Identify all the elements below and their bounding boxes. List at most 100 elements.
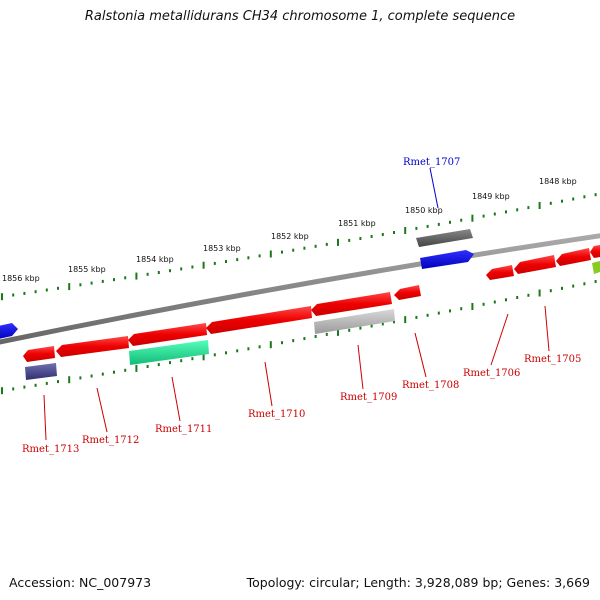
upper-ruler-tick [493,212,496,216]
lower-ruler-tick [314,335,317,338]
ruler-label-1851: 1851 kbp [338,219,376,228]
upper-ruler-tick [583,195,586,199]
feature-green-edge-right[interactable] [592,261,600,274]
lower-ruler-tick [381,322,384,326]
upper-ruler-tick [393,231,395,234]
upper-ruler-tick [314,244,317,248]
ruler-label-1848: 1848 kbp [539,177,577,186]
upper-ruler-tick [258,254,261,258]
lower-ruler-tick [90,374,93,378]
feature-rmet-1712[interactable] [56,336,129,357]
feature-green-box[interactable] [129,340,209,365]
lower-ruler-tick [236,349,239,353]
upper-ruler-tick [426,224,429,228]
lower-ruler-tick [325,332,328,336]
upper-ruler-tick [236,258,239,262]
feature-blue-arrow-left[interactable] [0,323,18,339]
lower-ruler-tick [505,298,507,302]
feature-rmet-1710[interactable] [206,306,312,334]
lower-ruler-tick [538,289,541,297]
feature-rmet-1704[interactable] [556,248,591,266]
feature-rmet-1707-upper-gray[interactable] [416,229,473,247]
gene-label-rmet-1706[interactable]: Rmet_1706 [463,368,520,379]
lower-ruler-tick [79,376,82,380]
feature-rmet-1707-blue-arrow[interactable] [420,250,474,269]
lower-ruler-tick [583,282,586,286]
upper-ruler-tick [225,260,227,263]
gene-label-rmet-1708[interactable]: Rmet_1708 [402,380,459,391]
lower-ruler-tick [594,280,597,283]
lower-ruler-tick [516,296,519,299]
upper-ruler-tick [157,271,160,274]
lower-ruler-tick [404,316,407,324]
lower-ruler-tick [258,345,261,349]
upper-ruler [1,193,597,301]
upper-ruler-tick [449,220,451,224]
lower-ruler-tick [45,381,48,385]
upper-ruler-tick [325,242,328,246]
feature-gray-box[interactable] [314,309,395,334]
ruler-label-1856: 1856 kbp [2,274,40,283]
upper-ruler-tick [202,261,205,269]
feature-rmet-1703-edge[interactable] [590,245,600,258]
lower-ruler-tick [202,353,205,361]
lower-ruler-tick [101,372,104,376]
lower-ruler-tick [113,370,115,374]
lower-ruler-tick [426,313,429,317]
lower-ruler-tick [348,328,351,332]
lower-ruler-tick [437,311,440,315]
accession-text: Accession: NC_007973 [9,575,152,590]
lower-ruler-tick [281,341,283,345]
upper-ruler-tick [415,226,418,230]
feature-rmet-1708[interactable] [394,285,421,300]
lower-ruler-tick [460,307,463,311]
gene-label-rmet-1712[interactable]: Rmet_1712 [82,435,139,446]
upper-ruler-tick [191,265,194,269]
gene-label-rmet-1707[interactable]: Rmet_1707 [403,157,460,168]
lower-ruler-tick [393,320,395,324]
feature-rmet-1713[interactable] [23,346,55,362]
lower-ruler-tick [337,328,339,336]
lower-ruler-tick [247,347,250,351]
feature-rmet-1706[interactable] [486,265,514,280]
lower-ruler-tick [213,353,216,357]
upper-ruler-tick [34,290,37,294]
feature-purple-box[interactable] [25,363,57,380]
upper-ruler-tick [113,278,115,282]
ruler-label-1854: 1854 kbp [136,255,174,264]
ruler-label-1853: 1853 kbp [203,244,241,253]
lower-ruler-tick [471,303,474,310]
lower-ruler-tick [169,361,171,365]
lower-ruler-tick [157,363,160,367]
lower-ruler-tick [1,387,3,395]
upper-ruler-tick [68,283,71,291]
gene-label-rmet-1705[interactable]: Rmet_1705 [524,354,581,365]
feature-rmet-1709[interactable] [311,292,392,316]
upper-ruler-tick [527,206,530,210]
lower-ruler-tick [370,324,373,328]
genome-summary: Topology: circular; Length: 3,928,089 bp… [246,575,590,590]
upper-ruler-tick [381,233,384,236]
upper-ruler-tick [516,208,519,212]
feature-rmet-1705[interactable] [514,255,556,274]
upper-ruler-tick [348,238,351,242]
lower-ruler-tick [68,376,71,384]
gene-label-rmet-1709[interactable]: Rmet_1709 [340,392,397,403]
gene-label-rmet-1713[interactable]: Rmet_1713 [22,444,79,455]
ruler-label-1855: 1855 kbp [68,265,106,274]
upper-ruler-tick [561,199,563,203]
feature-rmet-1711[interactable] [128,323,207,346]
lower-ruler-tick [225,351,227,355]
gene-leaders [43,305,550,441]
upper-ruler-tick [505,210,507,214]
gene-label-rmet-1710[interactable]: Rmet_1710 [248,409,305,420]
upper-ruler-tick [404,227,407,234]
upper-ruler-tick [12,293,15,297]
lower-ruler-tick [23,385,26,389]
lower-ruler-tick [572,284,575,288]
upper-ruler-tick [482,214,485,218]
ruler-label-1850: 1850 kbp [405,206,443,215]
upper-ruler-tick [460,218,463,222]
gene-label-rmet-1711[interactable]: Rmet_1711 [155,424,212,435]
